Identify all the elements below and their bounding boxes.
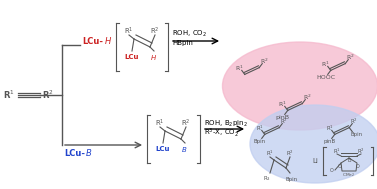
Text: CMe$_2$: CMe$_2$ [342, 171, 356, 179]
Text: ROH, CO$_2$: ROH, CO$_2$ [172, 29, 207, 39]
Text: $\mathit{H}$: $\mathit{H}$ [104, 36, 112, 46]
Text: Bpin: Bpin [350, 132, 362, 137]
Text: ROH, B$_2$pin$_2$: ROH, B$_2$pin$_2$ [204, 119, 248, 129]
Ellipse shape [222, 42, 377, 130]
Text: HOOC: HOOC [316, 75, 335, 80]
Text: LCu-: LCu- [82, 36, 103, 46]
Text: pinB: pinB [324, 139, 336, 144]
Text: LCu: LCu [124, 54, 138, 60]
Text: Li: Li [312, 158, 318, 164]
Text: R$^1$: R$^1$ [321, 60, 330, 69]
Text: LCu: LCu [155, 146, 170, 152]
Text: HBpin: HBpin [172, 40, 193, 46]
Text: $\mathit{B}$: $\mathit{B}$ [181, 145, 187, 153]
Text: B: B [347, 157, 351, 163]
Text: R$^1$: R$^1$ [333, 146, 341, 156]
Text: R$^1$: R$^1$ [3, 89, 15, 101]
Text: R$^2$: R$^2$ [181, 117, 191, 129]
Text: R$^1$: R$^1$ [326, 124, 334, 133]
Text: R$^2$: R$^2$ [260, 57, 269, 66]
Text: Bpin: Bpin [254, 139, 266, 144]
Text: Bpin: Bpin [285, 177, 297, 181]
Text: LCu-: LCu- [64, 149, 85, 157]
Text: R$^2$: R$^2$ [150, 25, 160, 37]
Text: O: O [330, 167, 334, 173]
Text: $\mathit{H}$: $\mathit{H}$ [150, 53, 157, 61]
Text: R$^2$: R$^2$ [280, 117, 288, 126]
Ellipse shape [250, 105, 377, 183]
Text: R$^2$: R$^2$ [42, 89, 54, 101]
Text: R$^2$: R$^2$ [303, 93, 312, 102]
Text: pinB: pinB [276, 115, 290, 120]
Text: R$^1$: R$^1$ [278, 100, 287, 109]
Text: R$^2$: R$^2$ [357, 146, 365, 156]
Text: R$_3$: R$_3$ [263, 175, 271, 184]
Text: R$^2$: R$^2$ [350, 117, 358, 126]
Text: R$^3$-X, CO$_2$: R$^3$-X, CO$_2$ [204, 127, 239, 139]
Text: R$^1$: R$^1$ [155, 117, 165, 129]
Text: R$^1$: R$^1$ [256, 124, 264, 133]
Text: R$^1$: R$^1$ [235, 64, 244, 73]
Text: O: O [338, 164, 342, 170]
Text: $\mathit{B}$: $\mathit{B}$ [85, 147, 92, 159]
Text: R$^2$: R$^2$ [346, 53, 355, 62]
Text: O: O [356, 164, 360, 170]
Text: R$^1$: R$^1$ [124, 25, 134, 37]
Text: R$^1$: R$^1$ [266, 148, 274, 158]
Text: R$^2$: R$^2$ [286, 148, 294, 158]
